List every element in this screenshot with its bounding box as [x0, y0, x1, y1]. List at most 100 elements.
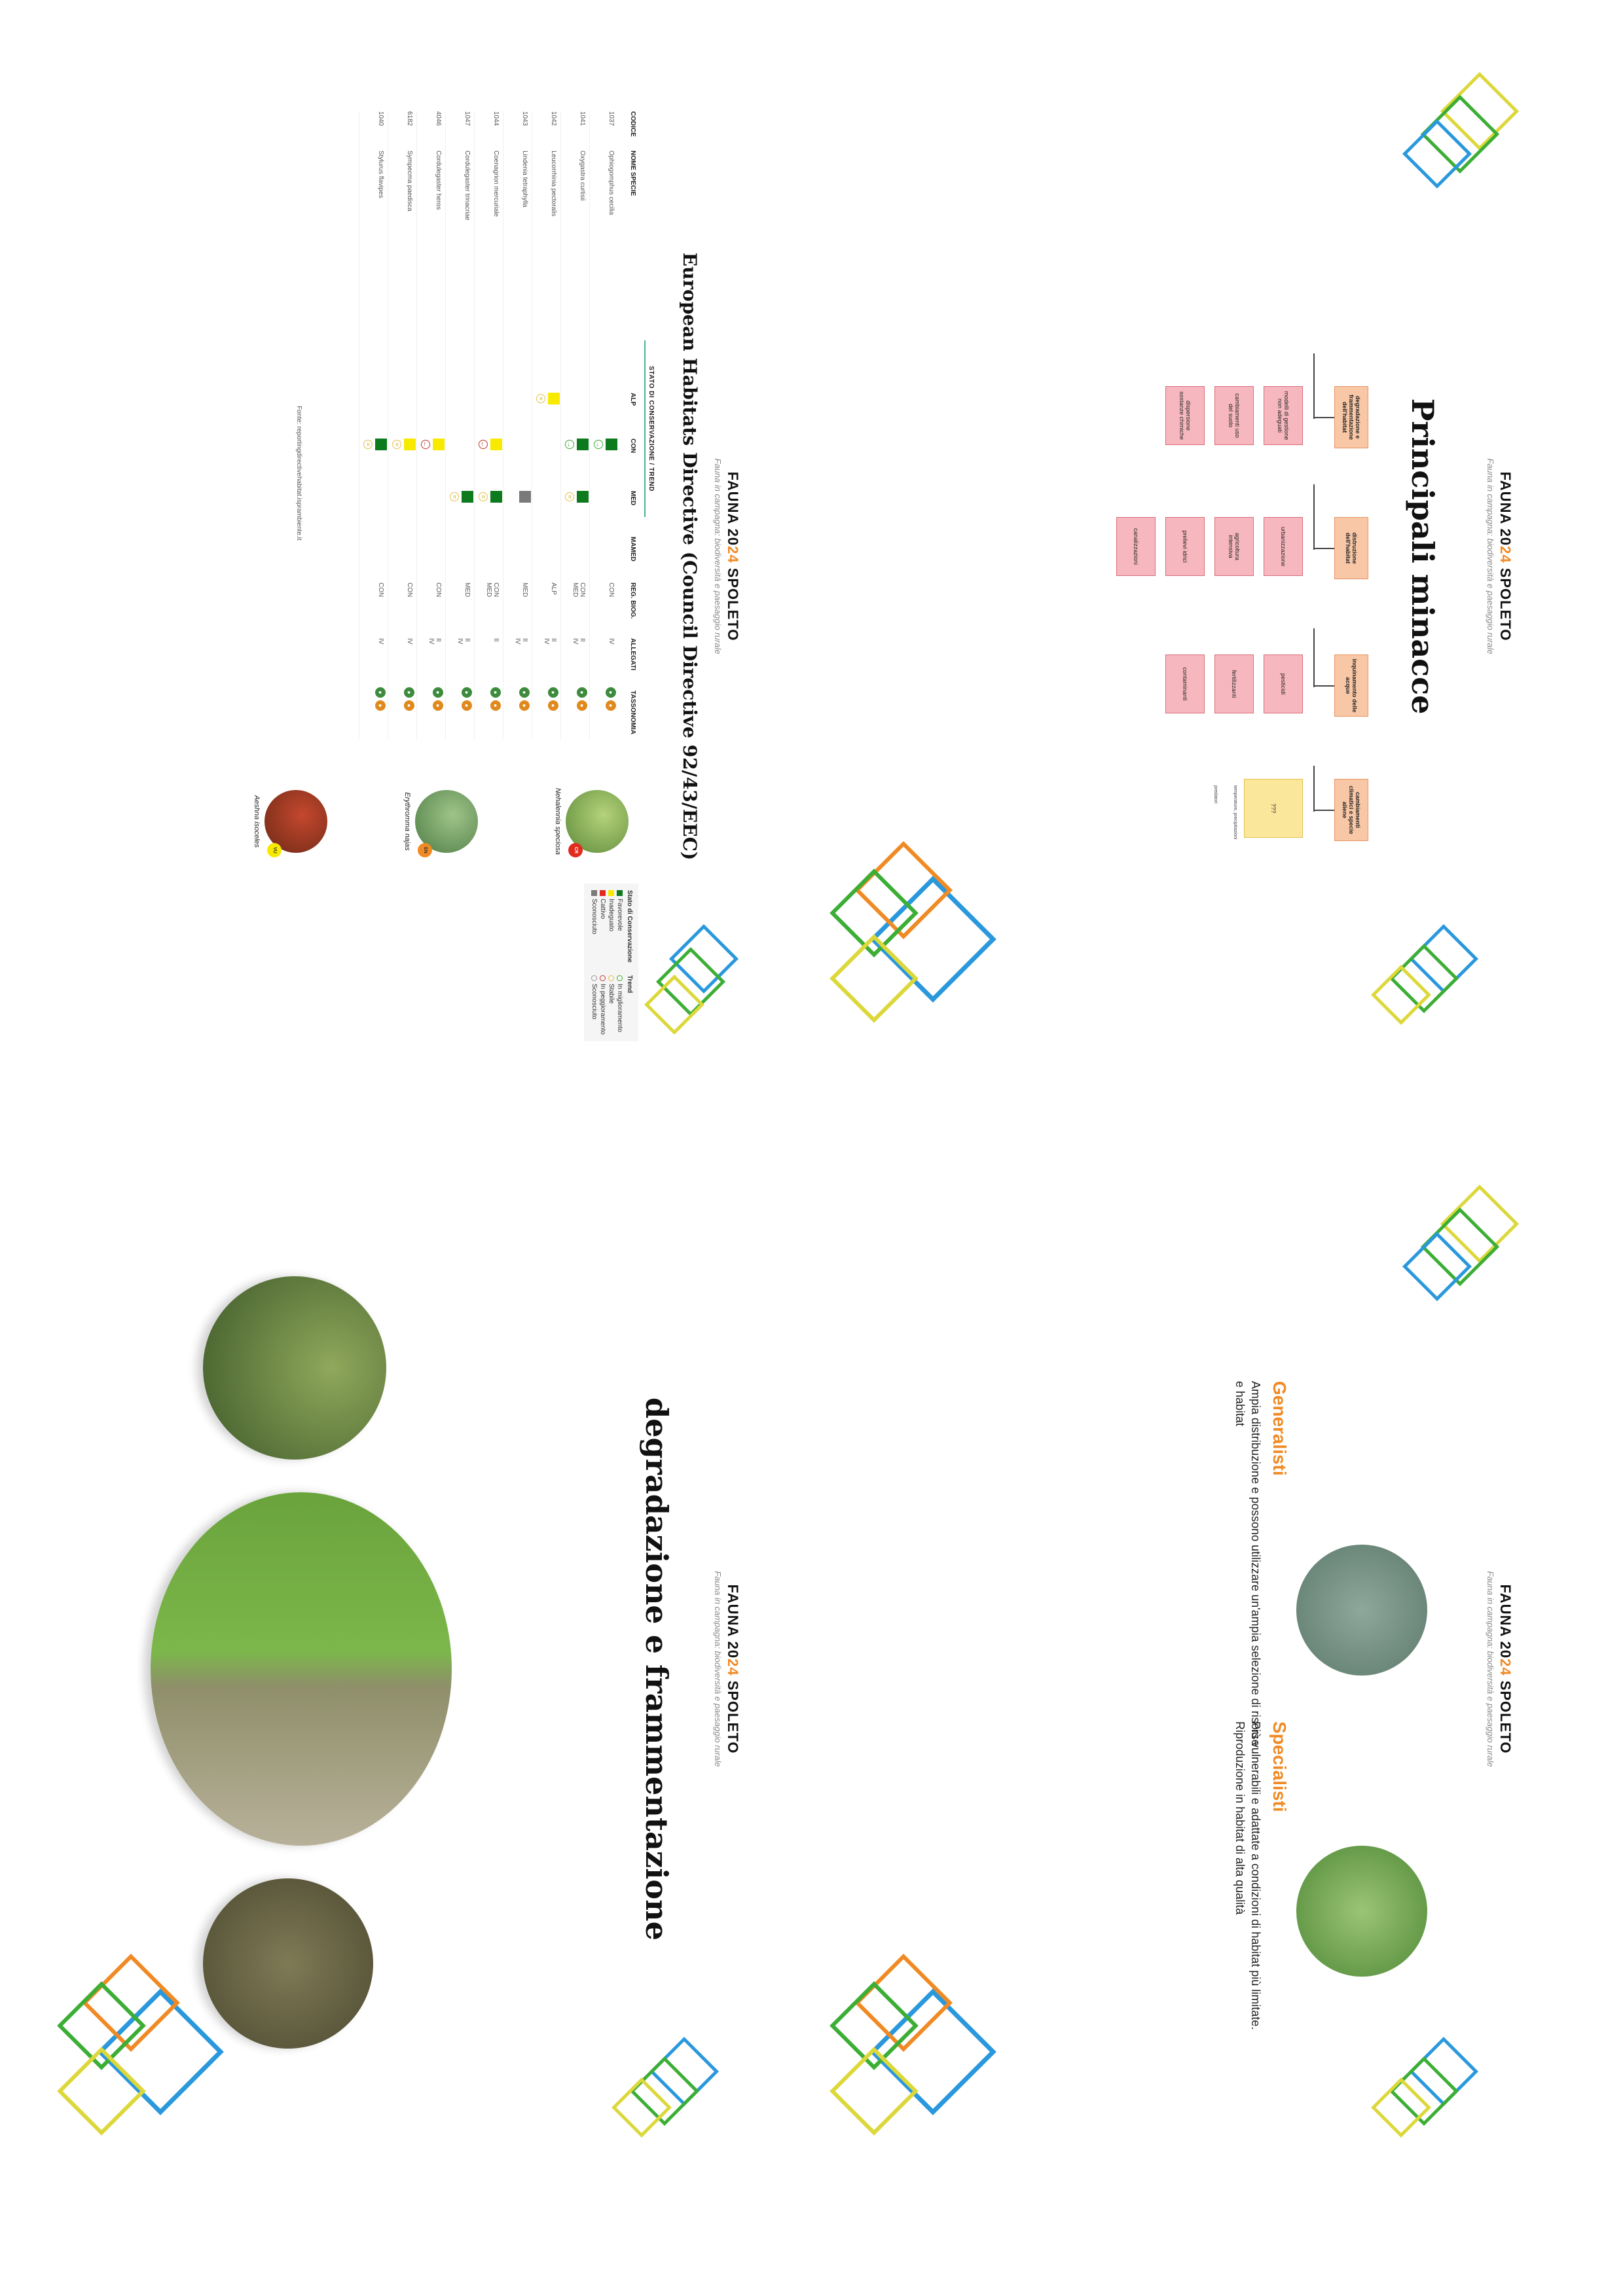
trend-worsening-icon: ← — [479, 440, 488, 449]
decorative-squares-icon — [644, 924, 739, 1034]
trend-stable-icon: = — [450, 492, 459, 501]
threat-leaf: contaminanti — [1165, 655, 1205, 713]
row-code: 1040 — [377, 111, 384, 126]
row-allegati: IV — [608, 638, 615, 645]
row-reg: CON — [377, 583, 384, 598]
legend-item: Sconosciuto — [591, 975, 598, 1035]
taxonomy-icon: ● — [519, 687, 530, 698]
trend-stable-icon: = — [565, 492, 574, 501]
col-taxonomy: TASSONOMIA — [629, 691, 636, 735]
trend-stable-icon: = — [363, 440, 373, 449]
habitat-photo — [151, 1492, 452, 1846]
conservation-group-header: STATO DI CONSERVAZIONE / TREND — [644, 340, 655, 517]
table-row: 1047 Cordulegaster trinacriae = MED II I… — [445, 111, 475, 740]
row-reg: CON MED — [572, 583, 586, 598]
decorative-squares-icon — [1371, 924, 1479, 1025]
brand-title: FAUNA 2024 SPOLETO — [725, 1584, 741, 1754]
row-species: Cordulegaster heros — [435, 151, 442, 210]
redlist-badge: CR — [568, 843, 583, 857]
trend-stable-icon: = — [392, 440, 401, 449]
status-favorevole — [577, 439, 589, 450]
brand-subtitle: Fauna in campagna: biodiversità e paesag… — [713, 458, 723, 655]
status-inadeguato — [548, 393, 560, 404]
taxonomy-icon: ● — [404, 687, 414, 698]
slide-generalisti-specialisti: FAUNA 2024 SPOLETO Fauna in campagna: bi… — [805, 1178, 1525, 2160]
threat-leaf: agricoltura intensiva — [1214, 517, 1254, 576]
status-favorevole — [462, 491, 473, 503]
slide-habitats-directive: FAUNA 2024 SPOLETO Fauna in campagna: bi… — [33, 65, 753, 1047]
row-code: 4046 — [435, 111, 442, 126]
threat-category: inquinamento delle acque — [1334, 655, 1368, 717]
row-reg: CON — [435, 583, 442, 598]
status-sconosciuto — [519, 491, 531, 503]
row-species: Ophiogomphus cecilia — [608, 151, 615, 215]
status-inadeguato — [433, 439, 445, 450]
taxonomy-icon: ● — [462, 700, 472, 711]
species-card: VU Aeshna isoceles — [253, 785, 327, 857]
slide-title: degradazione e frammentazione — [639, 1397, 674, 1941]
specialisti-title: Specialisti — [1269, 1721, 1290, 1812]
slide-principali-minacce: FAUNA 2024 SPOLETO Fauna in campagna: bi… — [805, 65, 1525, 1047]
taxonomy-icon: ● — [404, 700, 414, 711]
table-row: 1044 Coenagrion mercuriale ← = CON MED I… — [474, 111, 503, 740]
row-species: Coenagrion mercuriale — [492, 151, 500, 217]
species-name: Aeshna isoceles — [253, 795, 261, 848]
threat-leaf: dispersione sostanze chimiche — [1165, 386, 1205, 445]
generalisti-text: Ampia distribuzione e possono utilizzare… — [1233, 1381, 1262, 1746]
col-allegati: ALLEGATI — [629, 638, 636, 671]
row-allegati: II IV — [456, 638, 471, 645]
threat-leaf: urbanizzazione — [1264, 517, 1303, 576]
species-card: EN Erythromma najas — [403, 785, 478, 857]
slide-header: FAUNA 2024 SPOLETO Fauna in campagna: bi… — [1486, 1178, 1525, 2160]
threat-unknown: ??? — [1244, 779, 1303, 838]
source-link[interactable]: Fonte: reportingdirectivehabitat.ispramb… — [295, 406, 302, 541]
decorative-squares-icon — [1371, 2036, 1479, 2138]
species-name: Erythromma najas — [403, 792, 411, 851]
slide-header: FAUNA 2024 SPOLETO Fauna in campagna: bi… — [713, 1178, 753, 2160]
taxonomy-icon: ● — [548, 687, 558, 698]
status-inadeguato — [490, 439, 502, 450]
table-row: 1037 Ophiogomphus cecilia → CON IV ● ● — [589, 111, 619, 740]
legend-trend: Trend In miglioramento Stabile In peggio… — [584, 969, 638, 1041]
specialisti-text: Più vulnerabili e adattate a condizioni … — [1233, 1721, 1262, 2030]
legend-item: Inadeguato — [608, 890, 615, 963]
status-favorevole — [577, 491, 589, 503]
status-favorevole — [490, 491, 502, 503]
brand-subtitle: Fauna in campagna: biodiversità e paesag… — [713, 1571, 723, 1767]
col-med: MED — [629, 491, 636, 506]
table-row: 1040 Stylurus flavipes = CON IV ● ● — [359, 111, 388, 740]
row-allegati: IV — [406, 638, 413, 645]
status-inadeguato — [404, 439, 416, 450]
threat-note: temperature, precipitazioni — [1233, 785, 1237, 840]
generalisti-title: Generalisti — [1269, 1381, 1290, 1476]
col-mamed: MAMED — [629, 537, 636, 562]
threat-leaf: canalizzazioni — [1116, 517, 1156, 576]
slide-title: European Habitats Directive (Council Dir… — [679, 252, 701, 861]
species-name: Nehalennia speciosa — [554, 787, 562, 855]
status-favorevole — [375, 439, 387, 450]
trend-stable-icon: = — [536, 394, 545, 403]
row-code: 1042 — [550, 111, 557, 126]
redlist-badge: EN — [418, 843, 432, 857]
table-header: CODICE NOME SPECIE ALP CON MED MAMED REG… — [623, 111, 636, 740]
brand-subtitle: Fauna in campagna: biodiversità e paesag… — [1486, 1571, 1495, 1767]
habitat-photo — [203, 1276, 386, 1460]
trend-improving-icon: → — [594, 440, 603, 449]
row-allegati: II IV — [543, 638, 557, 645]
trend-stable-icon: = — [479, 492, 488, 501]
taxonomy-icon: ● — [519, 700, 530, 711]
taxonomy-icon: ● — [433, 687, 443, 698]
decorative-squares-icon — [830, 841, 996, 1023]
generalisti-block: Generalisti Ampia distribuzione e posson… — [1231, 1381, 1290, 1748]
row-code: 1041 — [579, 111, 586, 126]
row-species: Leucorrhinia pectoralis — [550, 151, 557, 217]
slide-header: FAUNA 2024 SPOLETO Fauna in campagna: bi… — [1486, 65, 1525, 1047]
threat-category: degradazione e frammentazione dell'habit… — [1334, 386, 1368, 448]
decorative-squares-icon — [57, 1954, 224, 2136]
row-code: 1044 — [492, 111, 500, 126]
row-reg: MED — [464, 583, 471, 598]
threat-leaf: cambiamenti uso del suolo — [1214, 386, 1254, 445]
redlist-badge: VU — [267, 843, 282, 857]
legend-status: Stato di Conservazione Favorevole Inadeg… — [584, 884, 638, 969]
col-con: CON — [629, 439, 636, 454]
